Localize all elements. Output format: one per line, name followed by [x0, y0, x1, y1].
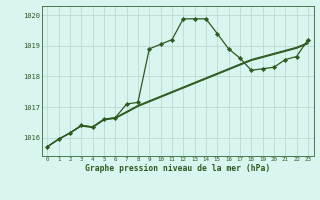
- X-axis label: Graphe pression niveau de la mer (hPa): Graphe pression niveau de la mer (hPa): [85, 164, 270, 173]
